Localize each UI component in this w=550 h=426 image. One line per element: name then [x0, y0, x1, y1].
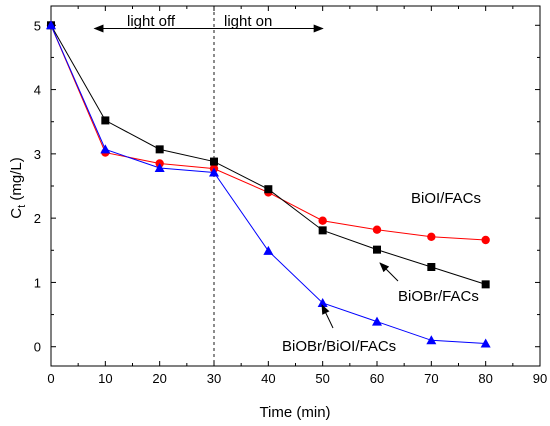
data-point-biobr-facs	[481, 280, 490, 289]
series-layer	[46, 20, 491, 348]
data-point-biobr-bioi-facs	[426, 335, 437, 345]
x-tick-label: 90	[533, 371, 547, 386]
data-point-biobr-bioi-facs	[263, 245, 274, 255]
x-tick-label: 10	[98, 371, 112, 386]
annotation-light-on: light on	[224, 13, 272, 30]
y-tick-label: 1	[34, 275, 41, 290]
series-line-bioi-facs	[50, 25, 486, 241]
data-point-biobr-facs	[210, 157, 218, 166]
data-point-biobr-facs	[101, 116, 110, 125]
data-point-biobr-facs	[427, 263, 436, 271]
x-tick-labels: 0 10 20 30 40 50 60 70 80 90	[47, 371, 547, 386]
data-point-biobr-bioi-facs	[154, 163, 165, 172]
y-tick-label: 2	[34, 211, 41, 226]
annotation-light-off: light off	[127, 13, 176, 30]
x-axis-title: Time (min)	[259, 404, 330, 421]
data-point-biobr-facs	[155, 145, 164, 154]
tick-group	[50, 6, 541, 366]
annotation-bioi-facs: BiOI/FACs	[411, 190, 481, 207]
data-point-biobr-bioi-facs	[209, 167, 219, 177]
data-point-biobr-facs	[318, 226, 327, 235]
x-tick-label: 20	[152, 371, 166, 386]
plot-frame	[50, 5, 541, 367]
y-axis-title-group: Ct (mg/L)	[8, 157, 28, 218]
y-tick-labels: 0 1 2 3 4 5	[34, 18, 41, 354]
x-tick-label: 70	[424, 371, 438, 386]
x-tick-label: 80	[478, 371, 492, 386]
annotation-biobr-facs: BiOBr/FACs	[398, 288, 479, 305]
data-point-biobr-facs	[373, 245, 381, 254]
data-point-bioi-facs	[318, 216, 327, 225]
y-axis-title-subscript: t	[16, 205, 28, 208]
data-point-bioi-facs	[427, 232, 436, 241]
y-axis-title-unit: (mg/L)	[8, 157, 25, 205]
x-tick-label: 30	[207, 371, 221, 386]
data-point-biobr-bioi-facs	[480, 338, 491, 348]
data-point-bioi-facs	[481, 235, 490, 245]
biobr-bioi-facs-pointer	[321, 304, 334, 329]
data-point-biobr-bioi-facs	[100, 144, 111, 154]
y-tick-label: 5	[34, 18, 41, 33]
y-tick-label: 3	[34, 147, 41, 162]
data-point-biobr-bioi-facs	[372, 316, 382, 326]
y-tick-label: 0	[34, 340, 41, 355]
y-tick-label: 4	[34, 83, 41, 98]
y-axis-title: Ct (mg/L)	[8, 157, 28, 218]
x-tick-label: 60	[370, 371, 384, 386]
series-bioi-facs	[46, 21, 490, 245]
y-axis-title-main: C	[8, 208, 25, 219]
x-tick-label: 40	[261, 371, 275, 386]
data-point-biobr-bioi-facs	[46, 20, 56, 30]
x-tick-label: 50	[315, 371, 329, 386]
data-point-biobr-facs	[264, 185, 273, 194]
annotation-biobr-bioi-facs: BiOBr/BiOI/FACs	[282, 338, 396, 355]
biobr-facs-pointer	[379, 262, 399, 282]
x-tick-label: 0	[47, 371, 54, 386]
data-point-bioi-facs	[372, 225, 382, 234]
